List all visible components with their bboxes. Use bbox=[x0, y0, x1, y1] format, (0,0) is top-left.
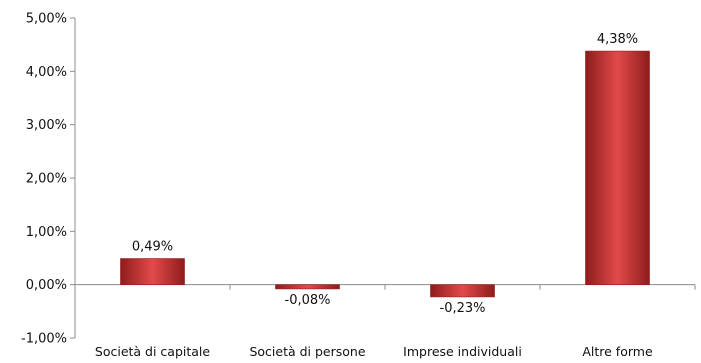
data-label: 4,38% bbox=[597, 32, 638, 47]
category-label: Altre forme bbox=[582, 344, 653, 359]
bars bbox=[120, 50, 650, 298]
data-label: -0,23% bbox=[440, 301, 486, 316]
data-label: -0,08% bbox=[285, 293, 331, 308]
category-label: Imprese individuali bbox=[403, 344, 522, 359]
y-tick-label: 0,00% bbox=[26, 278, 67, 293]
bar bbox=[275, 284, 340, 290]
y-tick-label: 4,00% bbox=[26, 65, 67, 80]
data-label: 0,49% bbox=[132, 240, 173, 255]
y-tick-label: 1,00% bbox=[26, 225, 67, 240]
y-tick-label: 5,00% bbox=[26, 12, 67, 27]
bar bbox=[585, 50, 650, 285]
bar bbox=[120, 258, 185, 285]
category-label: Società di capitale bbox=[95, 344, 211, 359]
bar bbox=[430, 284, 495, 298]
y-tick-label: -1,00% bbox=[21, 332, 67, 347]
y-tick-label: 3,00% bbox=[26, 118, 67, 133]
labels: -1,00% 0,00% 1,00% 2,00% 3,00% 4,00% 5,00% 0,49… bbox=[21, 12, 653, 360]
category-label: Società di persone bbox=[249, 344, 365, 359]
y-tick-label: 2,00% bbox=[26, 172, 67, 187]
